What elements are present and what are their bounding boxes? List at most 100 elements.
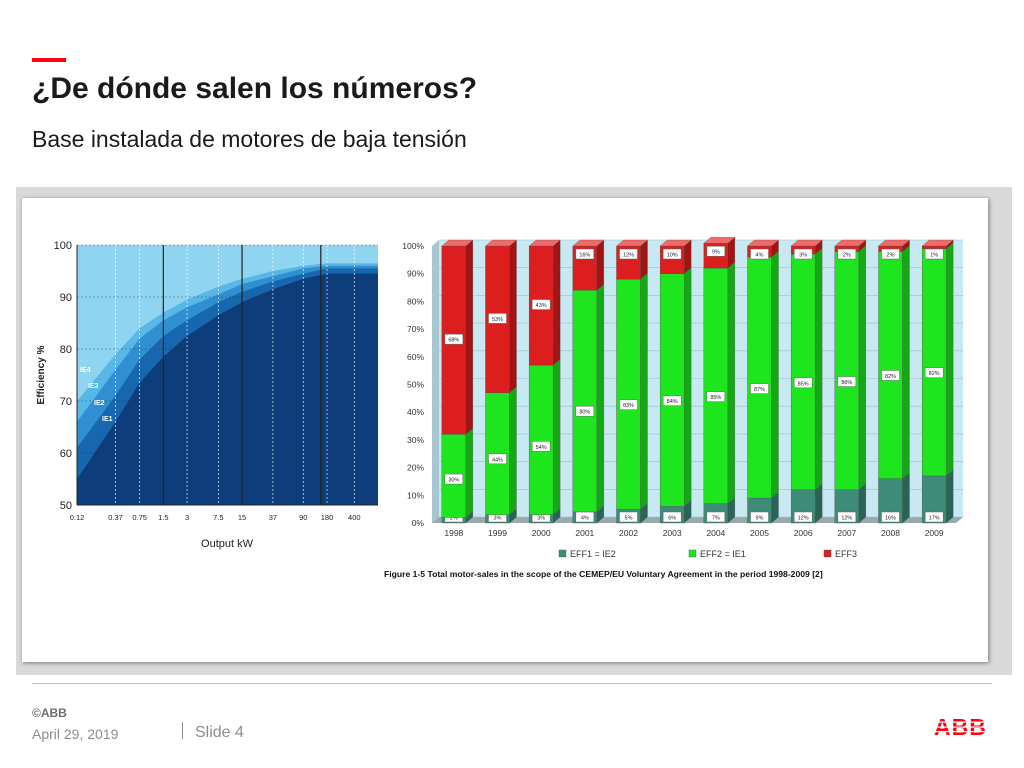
bar-segment: [921, 248, 947, 477]
bar-top: [485, 239, 517, 247]
data-label: 80%: [579, 410, 590, 416]
data-label: 12%: [841, 516, 852, 522]
data-label-box: [793, 248, 813, 260]
data-label: 6%: [668, 516, 676, 522]
x-tick-label: 2001: [575, 528, 594, 538]
slide-title: ¿De dónde salen los números?: [32, 72, 478, 105]
data-label-box: [881, 370, 900, 381]
data-label-box: [881, 511, 900, 523]
logo-stripe: [934, 726, 992, 728]
y-tick-label: 100: [54, 240, 72, 252]
data-label-box: [619, 399, 638, 410]
data-label-box: [531, 441, 551, 452]
x-tick-label: 0.37: [108, 513, 123, 522]
data-label-box: [750, 248, 769, 260]
legend-label: EFF3: [835, 549, 857, 559]
bar-segment: [878, 251, 903, 479]
data-label-box: [837, 376, 857, 387]
bar-segment: [747, 256, 772, 499]
bar-segment: [834, 251, 860, 490]
data-label-box: [706, 245, 726, 257]
bar-segment-side: [553, 239, 561, 366]
bar-top: [790, 239, 823, 247]
data-label: 53%: [492, 317, 503, 323]
x-tick-label: 0.12: [70, 513, 85, 522]
data-label: 10%: [667, 253, 678, 259]
data-label-box: [619, 248, 638, 260]
y-tick-label: 0%: [412, 518, 425, 528]
legend-swatch: [558, 549, 567, 558]
bar-top: [528, 239, 561, 247]
data-label-box: [488, 313, 507, 324]
x-tick-label: 180: [321, 513, 334, 522]
data-label: 9%: [712, 250, 720, 256]
slide-number: Slide 4: [195, 724, 244, 741]
bar-segment: [790, 254, 816, 490]
footer-date: April 29, 2019: [32, 726, 119, 742]
data-label: 2%: [450, 516, 458, 522]
data-label: 2%: [843, 253, 851, 259]
bar-segment: [921, 245, 947, 249]
data-label: 54%: [536, 445, 547, 451]
data-label: 87%: [754, 387, 765, 393]
data-label: 17%: [929, 516, 940, 522]
logo-stripe: [934, 721, 992, 723]
x-tick-label: 400: [348, 513, 361, 522]
bar-segment: [703, 267, 729, 504]
data-label-box: [837, 248, 857, 260]
y-tick-label: 70: [60, 396, 72, 408]
data-label: 4%: [756, 253, 764, 259]
data-label-box: [750, 383, 769, 394]
bar-segment-side: [946, 242, 954, 477]
title-accent-bar: [32, 58, 66, 62]
bar-segment-side: [509, 239, 517, 394]
data-label: 82%: [929, 371, 940, 377]
x-tick-label: 15: [238, 513, 246, 522]
y-axis-title: Efficiency %: [36, 345, 47, 404]
x-tick-label: 2004: [706, 528, 725, 538]
x-tick-label: 3: [185, 513, 189, 522]
y-tick-label: 90%: [407, 269, 424, 279]
data-label-box: [575, 405, 595, 417]
bar-segment-side: [596, 283, 604, 513]
bar-top: [659, 239, 692, 247]
data-label-box: [444, 473, 464, 485]
data-label: 3%: [494, 516, 502, 522]
bar-segment-side: [815, 247, 823, 491]
y-tick-label: 80: [60, 344, 72, 356]
footer-divider: [32, 683, 992, 684]
data-label: 12%: [623, 253, 634, 259]
bar-top: [834, 239, 867, 247]
y-tick-label: 50: [60, 500, 72, 512]
data-label-box: [531, 299, 551, 310]
bar-top: [747, 239, 779, 247]
bar-top: [703, 237, 736, 244]
x-tick-label: 2007: [837, 528, 856, 538]
data-label: 68%: [448, 338, 459, 344]
y-tick-label: 60%: [407, 352, 424, 362]
data-label-box: [488, 453, 507, 465]
efficiency-band-ie1: [77, 273, 378, 505]
data-label: 5%: [625, 516, 633, 522]
series-label-ie4: IE4: [80, 367, 91, 374]
series-label-ie1: IE1: [102, 416, 113, 423]
data-label: 9%: [756, 516, 764, 522]
logo-stripe: [934, 731, 992, 733]
x-tick-label: 1999: [488, 528, 507, 538]
data-label-box: [619, 511, 638, 523]
chart-side-wall: [432, 240, 439, 523]
y-tick-label: 20%: [407, 463, 424, 473]
abb-logo-letters: ABB: [934, 715, 992, 737]
data-label-box: [881, 248, 900, 260]
bar-segment: [659, 273, 685, 507]
bar-segment-side: [815, 483, 823, 524]
y-tick-label: 80%: [407, 296, 424, 306]
bar-segment-side: [596, 239, 604, 291]
data-label: 16%: [885, 516, 896, 522]
bar-segment-side: [684, 267, 692, 507]
legend-swatch: [688, 549, 697, 558]
data-label-box: [662, 511, 682, 523]
data-label-box: [575, 248, 595, 260]
x-tick-label: 2008: [881, 528, 900, 538]
bar-segment: [616, 279, 641, 510]
